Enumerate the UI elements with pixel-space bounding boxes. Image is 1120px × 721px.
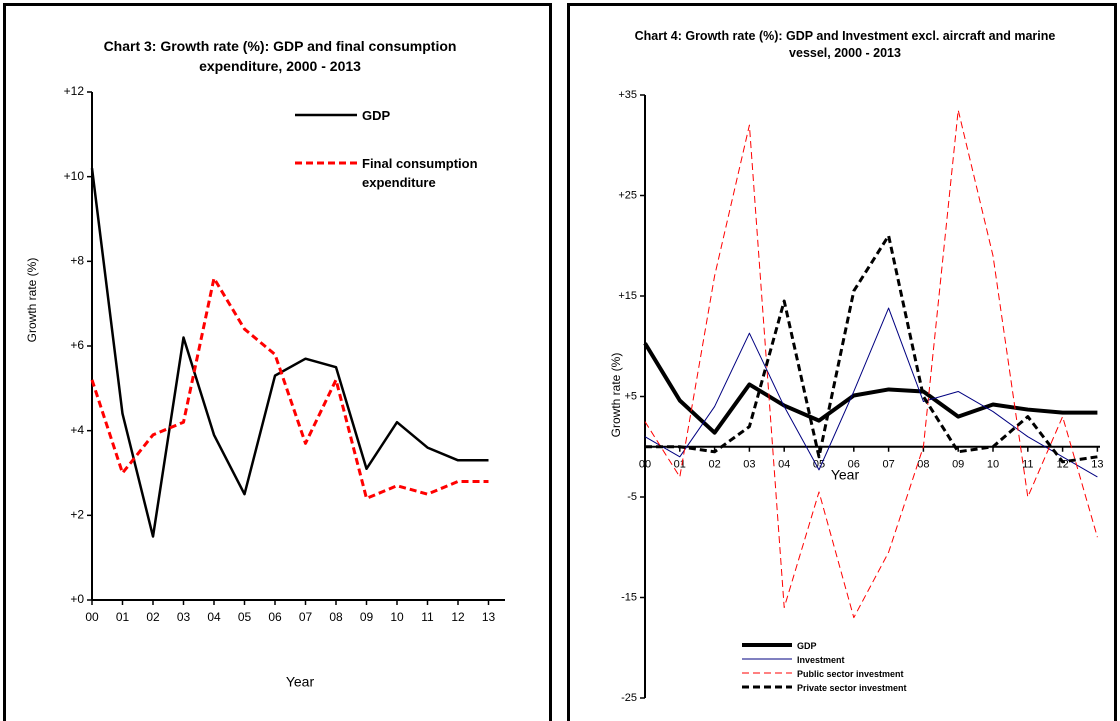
y-axis-label: Growth rate (%) xyxy=(25,258,39,343)
x-tick-label: 11 xyxy=(1022,459,1033,471)
x-tick-label: 02 xyxy=(146,610,160,624)
y-tick-label: +6 xyxy=(70,338,84,352)
series-line xyxy=(644,109,1098,619)
chart-title: Chart 3: Growth rate (%): GDP and final … xyxy=(103,38,457,74)
legend-label: Public sector investment xyxy=(797,668,904,679)
x-tick-label: 03 xyxy=(177,610,191,624)
x-tick-label: 03 xyxy=(743,459,755,471)
x-tick-label: 02 xyxy=(708,459,720,471)
x-tick-label: 10 xyxy=(390,610,404,624)
y-tick-label: +12 xyxy=(64,84,85,98)
x-tick-label: 07 xyxy=(299,610,313,624)
chart-title: Chart 4: Growth rate (%): GDP and Invest… xyxy=(634,29,1056,60)
series-line xyxy=(645,234,1098,464)
legend-label: Investment xyxy=(797,654,845,665)
x-tick-label: 10 xyxy=(987,459,999,471)
y-tick-label: +35 xyxy=(618,89,637,101)
x-tick-label: 00 xyxy=(85,610,99,624)
y-tick-label: +10 xyxy=(64,169,85,183)
x-tick-label: 07 xyxy=(882,459,894,471)
series-line xyxy=(90,276,489,500)
series-line xyxy=(643,342,1098,435)
series-line xyxy=(90,168,489,538)
x-tick-label: 05 xyxy=(238,610,252,624)
y-tick-label: +8 xyxy=(70,254,84,268)
series-line xyxy=(644,307,1098,478)
y-tick-label: +0 xyxy=(70,592,84,606)
x-tick-label: 09 xyxy=(952,459,964,471)
x-tick-label: 00 xyxy=(639,459,651,471)
x-tick-label: 04 xyxy=(778,459,790,471)
x-tick-label: 04 xyxy=(207,610,221,624)
x-tick-label: 08 xyxy=(917,459,929,471)
x-axis-label: Year xyxy=(831,467,860,483)
legend-label: Final consumption expenditure xyxy=(362,156,478,191)
x-tick-label: 08 xyxy=(329,610,343,624)
y-tick-label: -15 xyxy=(621,591,637,603)
y-tick-label: +5 xyxy=(624,390,637,402)
y-tick-label: +15 xyxy=(618,290,637,302)
x-tick-label: 12 xyxy=(1056,459,1068,471)
x-tick-label: 12 xyxy=(451,610,465,624)
x-tick-label: 05 xyxy=(813,459,825,471)
y-tick-label: +4 xyxy=(70,423,84,437)
legend-label: GDP xyxy=(797,640,817,651)
x-tick-label: 11 xyxy=(421,610,434,624)
legend-label: GDP xyxy=(362,108,391,124)
chart-frame xyxy=(3,3,552,721)
x-tick-label: 06 xyxy=(268,610,282,624)
x-tick-label: 13 xyxy=(1091,459,1103,471)
x-tick-label: 06 xyxy=(848,459,860,471)
x-tick-label: 01 xyxy=(116,610,130,624)
chart-frame xyxy=(567,3,1117,721)
y-tick-label: -5 xyxy=(627,491,637,503)
legend-label: Private sector investment xyxy=(797,682,907,693)
y-tick-label: +25 xyxy=(618,189,637,201)
x-tick-label: 01 xyxy=(674,459,686,471)
x-axis-label: Year xyxy=(286,674,315,690)
y-axis-label: Growth rate (%) xyxy=(609,353,623,438)
y-tick-label: -25 xyxy=(621,692,637,704)
x-tick-label: 13 xyxy=(482,610,496,624)
x-tick-label: 09 xyxy=(360,610,374,624)
y-tick-label: +2 xyxy=(70,508,84,522)
